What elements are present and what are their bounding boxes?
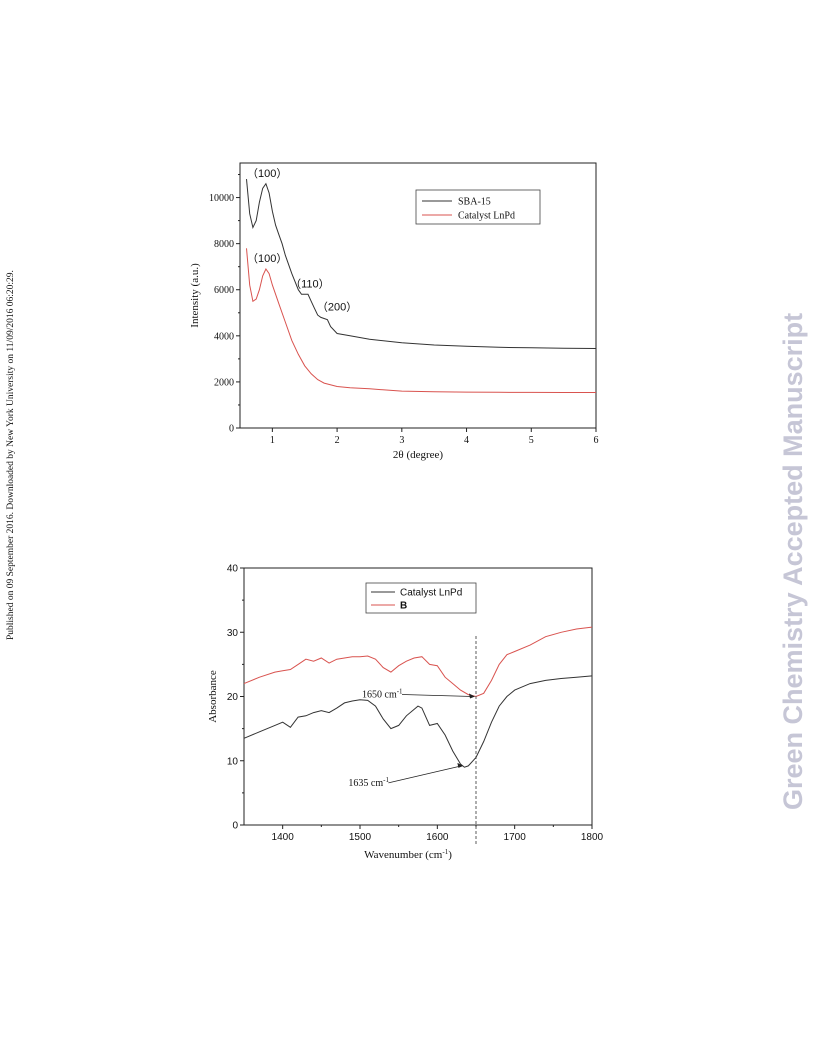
ir-x-tick-label: 1600 [426,832,449,843]
xrd-legend-entry: SBA-15 [458,197,491,208]
ir-y-axis-title: Absorbance [207,670,219,723]
xrd-legend-box [415,189,541,225]
xrd-y-tick-label: 10000 [209,193,234,204]
ir-x-tick-label: 1700 [504,832,527,843]
xrd-y-tick-label: 8000 [214,239,234,250]
xrd-x-tick-label: 3 [399,435,404,446]
xrd-plot-frame [239,162,597,429]
xrd-x-axis-title: 2θ (degree) [393,449,443,461]
xrd-x-tick-label: 5 [529,435,534,446]
xrd-peak-label: （100） [247,167,287,180]
watermark-strip: Green Chemistry Accepted Manuscript [778,313,808,810]
ir-x-tick-label: 1800 [581,832,604,843]
ir-y-tick-label: 40 [227,564,239,575]
journal-watermark: Green Chemistry Accepted Manuscript [778,313,808,810]
ir-y-tick-label: 10 [227,756,239,767]
xrd-series-line-2 [246,248,596,393]
ir-x-tick-label: 1400 [272,832,295,843]
xrd-x-tick-label: 1 [270,435,275,446]
ir-x-axis-title: Wavenumber (cm-1) [364,848,452,861]
ir-series-line-2 [243,626,593,698]
xrd-y-tick-label: 6000 [214,285,234,296]
ir-x-tick-label: 1500 [349,832,372,843]
xrd-peak-label: （110） [290,277,330,290]
ir-y-tick-label: 30 [227,628,239,639]
xrd-y-axis-title: Intensity (a.u.) [189,263,201,328]
ir-y-tick-label: 0 [232,821,238,832]
xrd-y-tick-label: 2000 [214,377,234,388]
publication-note-strip: Published on 09 September 2016. Download… [6,270,16,640]
ir-legend-entry: Catalyst LnPd [400,588,462,599]
ir-series-line-1 [243,675,593,768]
xrd-legend-entry: Catalyst LnPd [458,211,515,222]
ir-plot-frame [243,567,593,826]
xrd-peak-label: （200） [317,300,357,313]
ir-arrow-head [457,762,464,768]
ir-annotation-arrow [401,694,474,697]
ir-peak-label: 1650 cm-1 [362,688,403,701]
ir-arrow-head [469,693,475,699]
publication-note: Published on 09 September 2016. Download… [6,270,16,640]
ir-annotation-arrow [388,765,462,784]
xrd-y-tick-label: 4000 [214,331,234,342]
ir-peak-label: 1635 cm-1 [348,776,389,789]
xrd-peak-label: （100） [247,252,287,265]
ir-legend-box [365,582,477,614]
ir-legend-entry: B [400,601,407,612]
xrd-x-tick-label: 2 [335,435,340,446]
xrd-x-tick-label: 6 [594,435,599,446]
xrd-x-tick-label: 4 [464,435,469,446]
ir-y-tick-label: 20 [227,692,239,703]
xrd-series-line-1 [246,179,597,349]
xrd-y-tick-label: 0 [229,424,234,435]
